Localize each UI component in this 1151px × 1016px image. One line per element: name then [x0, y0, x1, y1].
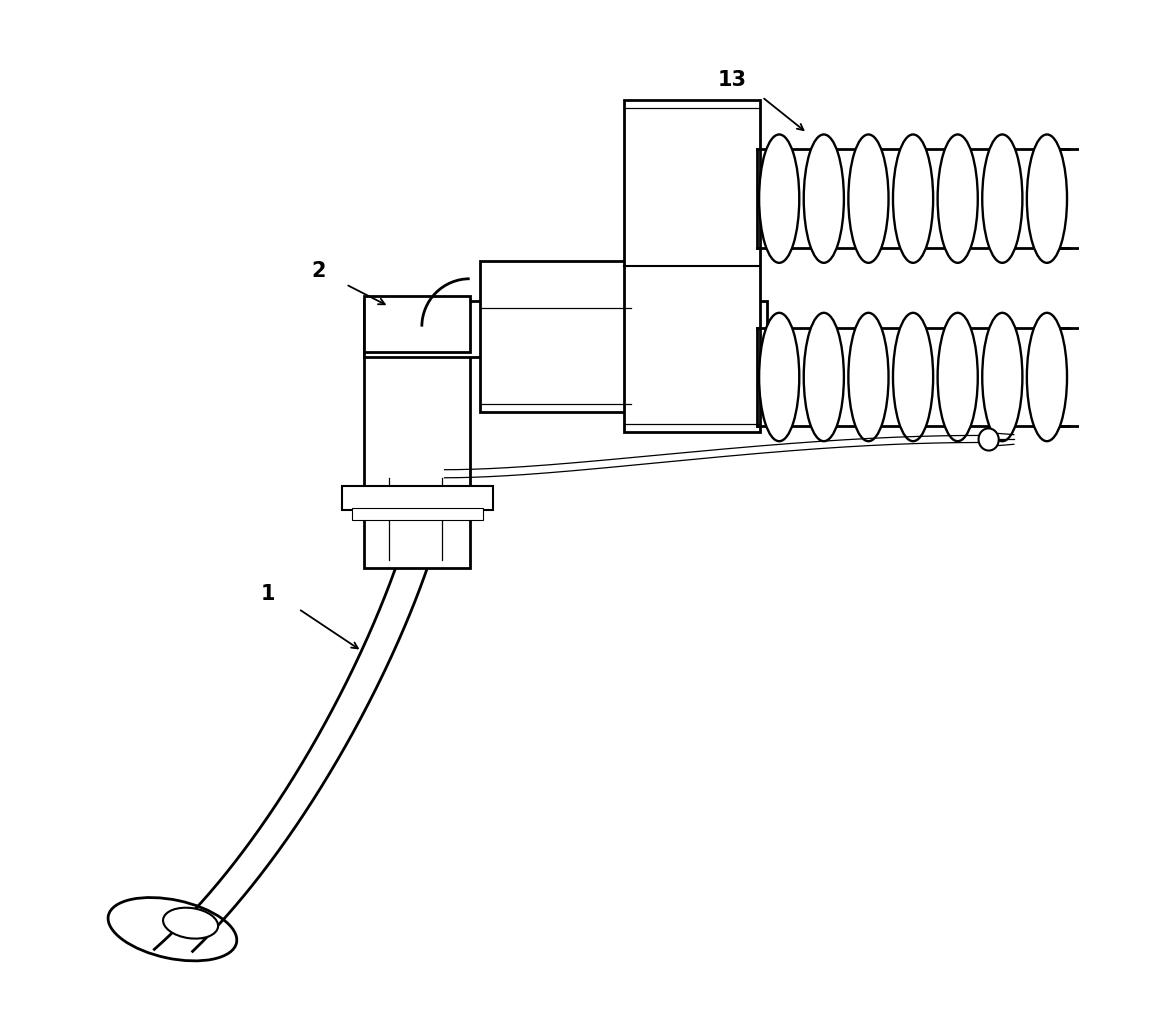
- Ellipse shape: [982, 313, 1022, 441]
- Text: 13: 13: [717, 70, 746, 89]
- Bar: [480, 261, 631, 412]
- Ellipse shape: [760, 134, 799, 263]
- Bar: [342, 486, 493, 510]
- Ellipse shape: [893, 313, 933, 441]
- Ellipse shape: [938, 134, 978, 263]
- Ellipse shape: [982, 134, 1022, 263]
- Bar: [352, 508, 482, 520]
- Ellipse shape: [978, 429, 999, 450]
- Bar: [364, 297, 470, 352]
- Ellipse shape: [938, 313, 978, 441]
- Ellipse shape: [803, 134, 844, 263]
- Text: 1: 1: [261, 583, 275, 604]
- Ellipse shape: [108, 897, 237, 961]
- Bar: [364, 302, 767, 357]
- Bar: [624, 100, 760, 433]
- Ellipse shape: [1027, 134, 1067, 263]
- Ellipse shape: [893, 134, 933, 263]
- Ellipse shape: [760, 313, 799, 441]
- Polygon shape: [154, 488, 450, 951]
- Ellipse shape: [163, 907, 218, 939]
- Ellipse shape: [848, 313, 889, 441]
- Ellipse shape: [803, 313, 844, 441]
- Text: 2: 2: [311, 261, 326, 281]
- Ellipse shape: [848, 134, 889, 263]
- Bar: [364, 341, 470, 569]
- Ellipse shape: [1027, 313, 1067, 441]
